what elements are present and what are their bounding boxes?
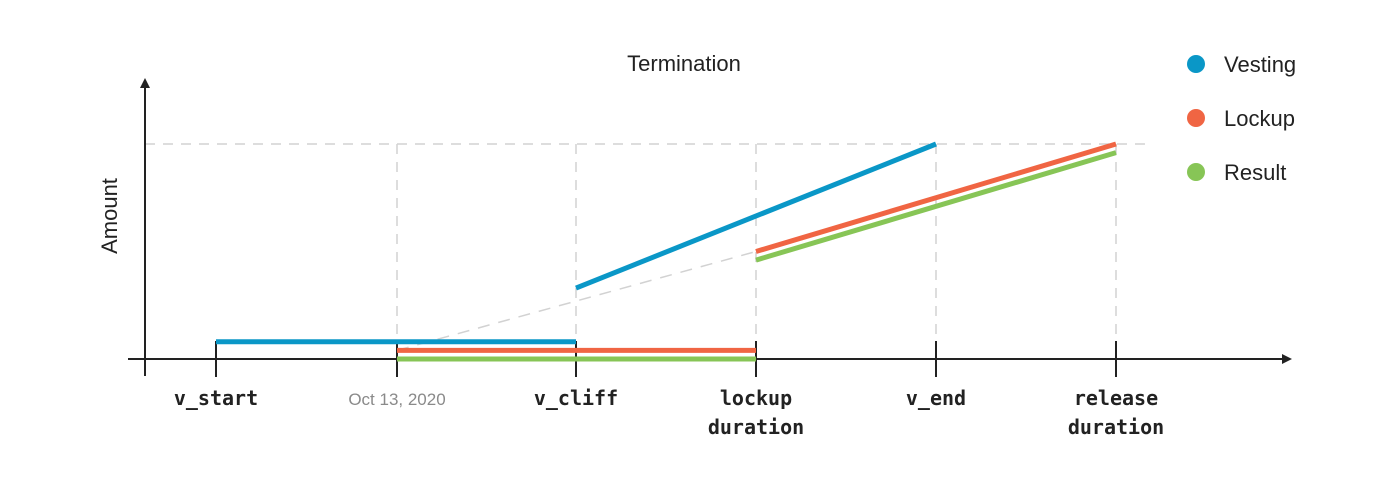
legend-item-vesting: Vesting: [1187, 52, 1296, 77]
x-tick-label: Oct 13, 2020: [348, 390, 445, 409]
legend: Vesting Lockup Result: [1187, 52, 1296, 185]
chart-title: Termination: [627, 51, 741, 76]
series-lockup: [397, 141, 1117, 353]
x-tick-label: lockup duration: [708, 386, 804, 439]
projection-guide: [396, 250, 757, 352]
legend-label: Vesting: [1224, 52, 1296, 77]
legend-label: Result: [1224, 160, 1286, 185]
x-tick-label: release duration: [1068, 386, 1164, 439]
ticks-layer: v_start Oct 13, 2020 v_cliff lockup duration…: [174, 341, 1164, 439]
grid-layer: [145, 143, 1145, 352]
x-tick-label: v_start: [174, 386, 258, 410]
x-axis-arrow: [1282, 354, 1292, 364]
legend-marker: [1187, 109, 1205, 127]
x-tick-label: v_cliff: [534, 386, 618, 410]
series-line-segment: [575, 141, 937, 291]
series-result: [397, 150, 1117, 362]
series-line-segment: [755, 141, 1117, 254]
x-tick-label: v_end: [906, 386, 966, 410]
axes-layer: [128, 78, 1292, 376]
series-layer: [216, 141, 1117, 362]
legend-marker: [1187, 163, 1205, 181]
legend-item-lockup: Lockup: [1187, 106, 1295, 131]
legend-label: Lockup: [1224, 106, 1295, 131]
y-axis-label: Amount: [97, 178, 122, 254]
legend-item-result: Result: [1187, 160, 1286, 185]
series-vesting: [216, 141, 937, 345]
y-axis-arrow: [140, 78, 150, 88]
legend-marker: [1187, 55, 1205, 73]
series-line-segment: [755, 150, 1117, 263]
